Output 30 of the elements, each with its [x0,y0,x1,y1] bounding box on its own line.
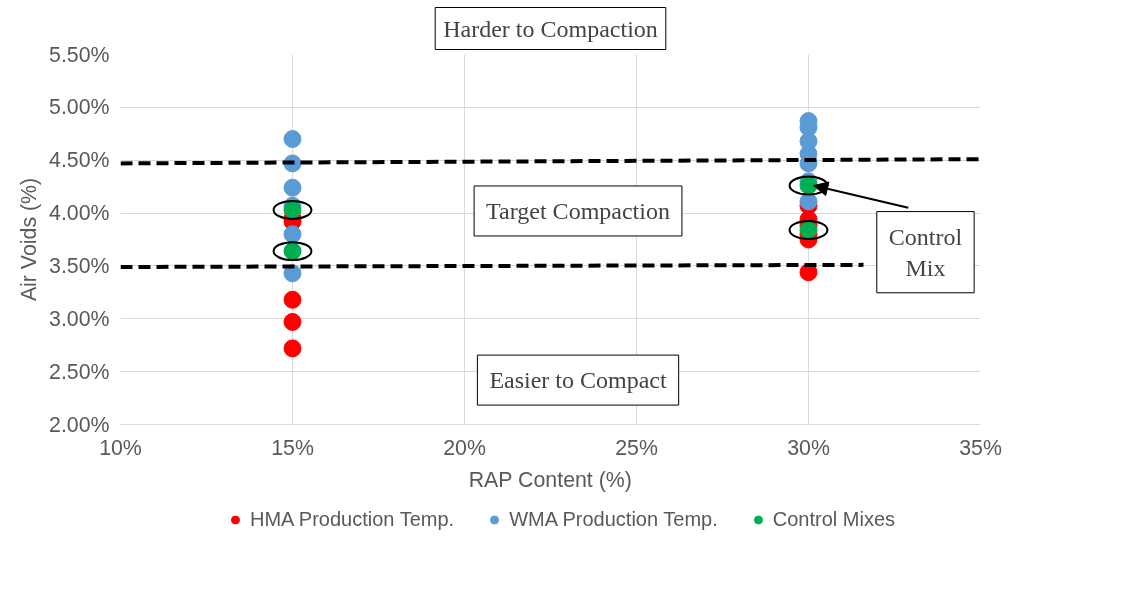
x-tick-label: 15% [271,435,314,460]
y-axis-title: Air Voids (%) [17,177,42,302]
y-tick-label: 5.50% [49,42,110,67]
y-tick-label: 4.50% [49,148,110,173]
annotation: Control Mix [888,223,963,281]
x-tick-label: 10% [99,435,142,460]
point [283,290,302,309]
x-tick-label: 25% [615,435,658,460]
annotation: Target Compaction [486,197,670,224]
x-tick-label: 30% [787,435,830,460]
point [799,192,818,211]
y-tick-label: 2.50% [49,359,110,384]
x-tick-label: 20% [443,435,486,460]
y-tick-label: 4.00% [49,201,110,226]
point [283,312,302,331]
legend-label: HMA Production Temp. [249,507,455,531]
y-tick-label: 3.00% [49,306,110,331]
point [283,130,302,149]
x-tick-label: 35% [959,435,1002,460]
legend-label: WMA Production Temp. [509,507,718,531]
point [283,178,302,197]
x-axis-title: RAP Content (%) [468,467,632,492]
point [283,339,302,358]
y-tick-label: 3.50% [49,253,110,278]
legend-label: Control Mixes [772,507,896,531]
text: Harder to Compaction [443,15,658,42]
y-tick-label: 5.00% [49,95,110,120]
point [283,225,302,244]
y-tick-label: 2.00% [49,412,110,437]
annotation: Easier to Compact [489,367,667,394]
